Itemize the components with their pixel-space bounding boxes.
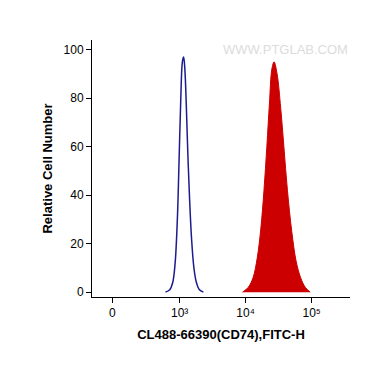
svg-text:10⁵: 10⁵	[303, 306, 321, 320]
svg-text:20: 20	[70, 237, 84, 251]
svg-text:40: 40	[70, 188, 84, 202]
svg-text:CL488-66390(CD74),FITC-H: CL488-66390(CD74),FITC-H	[137, 327, 305, 342]
svg-text:100: 100	[64, 43, 84, 57]
svg-text:Relative Cell Number: Relative Cell Number	[40, 103, 55, 233]
svg-text:0: 0	[109, 306, 116, 320]
svg-text:WWW.PTGLAB.COM: WWW.PTGLAB.COM	[223, 42, 348, 57]
svg-text:80: 80	[70, 91, 84, 105]
svg-text:10³: 10³	[171, 306, 188, 320]
svg-text:60: 60	[70, 140, 84, 154]
svg-text:0: 0	[77, 285, 84, 299]
svg-text:10⁴: 10⁴	[236, 306, 255, 320]
